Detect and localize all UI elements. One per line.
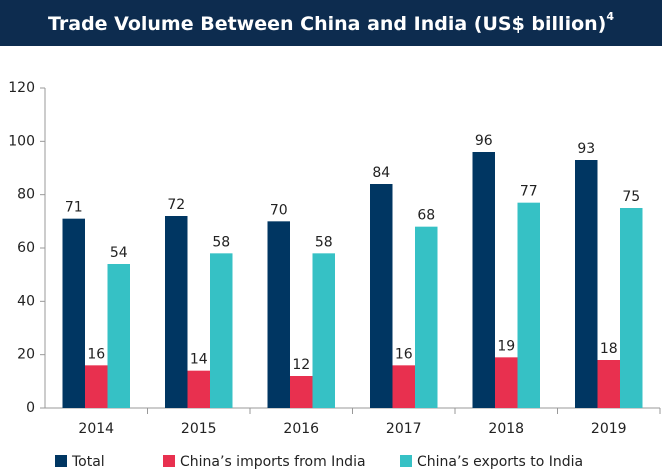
x-tick-label: 2018 [488,421,524,437]
value-label: 68 [417,208,435,224]
x-tick-label: 2017 [386,421,422,437]
legend-swatch [400,455,412,467]
bar [312,253,335,408]
y-tick-label: 80 [17,187,35,203]
y-tick-label: 60 [17,240,35,256]
value-label: 19 [497,338,515,354]
bar [575,160,598,408]
x-tick-label: 2014 [78,421,114,437]
value-label: 84 [372,165,390,181]
legend-label: China’s exports to India [417,454,583,470]
value-label: 58 [212,234,230,250]
bar [370,184,393,408]
bar [62,218,85,408]
bar [290,376,313,408]
value-label: 58 [315,234,333,250]
chart-title: Trade Volume Between China and India (US… [48,10,614,35]
bar [165,216,188,408]
bar [187,370,210,408]
value-label: 70 [270,202,288,218]
y-tick-label: 120 [8,80,35,96]
bar [392,365,415,408]
bar [267,221,290,408]
value-label: 12 [292,357,310,373]
x-tick-label: 2019 [591,421,627,437]
title-text: Trade Volume Between China and India (US… [48,13,606,35]
value-label: 72 [167,197,185,213]
legend-swatch [55,455,67,467]
bar [210,253,233,408]
legend-label: China’s imports from India [180,454,366,470]
title-bar [0,0,662,46]
value-label: 77 [520,184,538,200]
bar [107,264,130,408]
y-tick-label: 100 [8,133,35,149]
x-tick-label: 2015 [181,421,217,437]
y-tick-label: 0 [26,400,35,416]
bar [517,202,540,408]
y-tick-label: 20 [17,347,35,363]
value-label: 54 [110,245,128,261]
bar [495,357,518,408]
value-label: 96 [475,133,493,149]
bar [472,152,495,408]
value-label: 71 [65,200,83,216]
y-tick-label: 40 [17,293,35,309]
bar [415,226,438,408]
value-label: 93 [577,141,595,157]
value-label: 14 [190,352,208,368]
value-label: 16 [395,346,413,362]
x-tick-label: 2016 [283,421,319,437]
legend-swatch [163,455,175,467]
value-label: 16 [87,346,105,362]
bar [620,208,643,408]
title-note: 4 [606,10,614,23]
value-label: 75 [622,189,640,205]
bar [85,365,108,408]
value-label: 18 [600,341,618,357]
legend-label: Total [71,454,105,470]
bar [597,360,620,408]
